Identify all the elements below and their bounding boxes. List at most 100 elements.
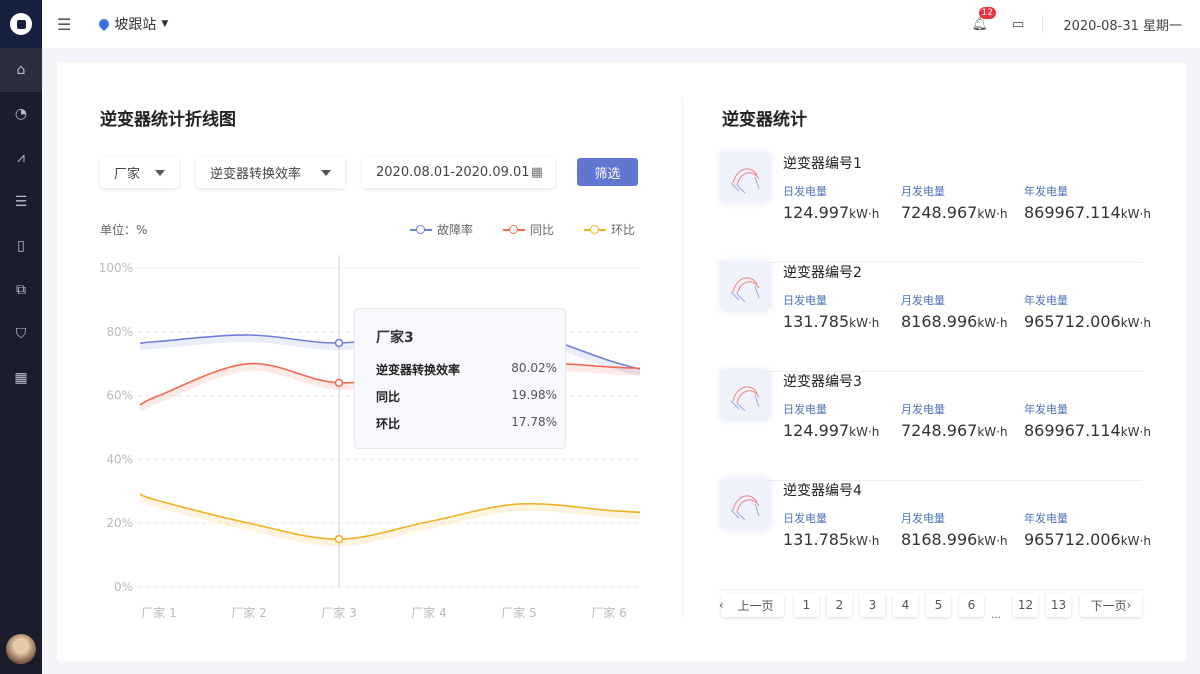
- data-point[interactable]: [334, 534, 344, 544]
- legend-marker: [584, 225, 606, 234]
- sidebar-item-shapes[interactable]: ⧉: [0, 268, 42, 312]
- energy-label: 年发电量: [1024, 294, 1068, 307]
- tooltip-row: 逆变器转换效率 80.02%: [376, 361, 557, 388]
- date-range-input[interactable]: 2020.08.01-2020.09.01 ▦: [362, 157, 555, 188]
- energy-unit: kW·h: [849, 207, 880, 221]
- divider: [1042, 15, 1044, 33]
- page-button[interactable]: 13: [1046, 593, 1071, 617]
- day-energy: 日发电量 124.997kW·h: [783, 401, 879, 440]
- chart-tooltip: 厂家3 逆变器转换效率 80.02% 同比 19.98% 环比 17.78%: [354, 308, 566, 449]
- divider: [682, 99, 683, 619]
- month-energy: 月发电量 8168.996kW·h: [901, 292, 1008, 331]
- y-tick-label: 20%: [106, 516, 133, 530]
- next-label: 下一页: [1090, 598, 1127, 613]
- y-tick-label: 60%: [106, 389, 133, 403]
- stats-title: 逆变器统计: [722, 110, 807, 130]
- inverter-item[interactable]: 逆变器编号3 日发电量 124.997kW·h 月发电量 7248.967kW·h 年发…: [719, 371, 1151, 481]
- inverter-item[interactable]: 逆变器编号4 日发电量 131.785kW·h 月发电量 8168.996kW·h 年发…: [719, 480, 1151, 590]
- page-button[interactable]: 5: [926, 593, 951, 617]
- legend-marker: [503, 225, 525, 234]
- inverter-icon: [721, 371, 769, 419]
- energy-label: 日发电量: [783, 512, 827, 525]
- tooltip-value: 80.02%: [511, 361, 557, 375]
- energy-unit: kW·h: [1120, 207, 1151, 221]
- tooltip-title: 厂家3: [376, 330, 414, 346]
- chart-title: 逆变器统计折线图: [100, 110, 236, 130]
- inverter-name: 逆变器编号4: [783, 483, 862, 499]
- unit-label: 单位：%: [100, 223, 148, 237]
- calendar-icon: ▦: [530, 165, 543, 180]
- shield-icon: ⛉: [15, 326, 27, 342]
- shapes-icon: ⧉: [16, 282, 26, 298]
- pie-chart-icon: ◔: [14, 106, 28, 122]
- page-button[interactable]: 2: [827, 593, 852, 617]
- page-button[interactable]: 4: [893, 593, 918, 617]
- energy-unit: kW·h: [977, 316, 1008, 330]
- caret-down-icon: ▼: [161, 19, 169, 29]
- inverter-name: 逆变器编号2: [783, 265, 862, 281]
- filter-button[interactable]: 筛选: [577, 158, 638, 186]
- sidebar-item-grid[interactable]: ▦: [0, 356, 42, 400]
- legend-item[interactable]: 环比: [584, 221, 635, 238]
- inverter-name: 逆变器编号1: [783, 156, 862, 172]
- current-date: 2020-08-31 星期一: [1063, 18, 1182, 34]
- page-button[interactable]: 12: [1013, 593, 1038, 617]
- day-energy: 日发电量 124.997kW·h: [783, 183, 879, 222]
- next-page-button[interactable]: 下一页 ›: [1080, 593, 1142, 617]
- bell-icon[interactable]: 🔔︎ 12: [972, 6, 996, 32]
- energy-unit: kW·h: [977, 534, 1008, 548]
- sidebar-item-pie-chart[interactable]: ◔: [0, 92, 42, 136]
- legend-item[interactable]: 同比: [503, 221, 554, 238]
- screen-icon[interactable]: ▭: [1012, 16, 1025, 32]
- inverter-icon: [721, 153, 769, 201]
- tooltip-label: 同比: [376, 390, 401, 404]
- x-tick-label: 厂家 2: [231, 605, 266, 620]
- select-value: 逆变器转换效率: [210, 167, 302, 182]
- data-point[interactable]: [334, 338, 344, 348]
- year-energy: 年发电量 965712.006kW·h: [1024, 510, 1151, 549]
- sidebar-item-shield[interactable]: ⛉: [0, 312, 42, 356]
- energy-label: 月发电量: [901, 403, 945, 416]
- page-button[interactable]: 1: [794, 593, 819, 617]
- avatar[interactable]: [6, 634, 36, 664]
- year-energy: 年发电量 869967.114kW·h: [1024, 183, 1151, 222]
- tooltip-row: 环比 17.78%: [376, 415, 557, 442]
- inverter-icon: [721, 480, 769, 528]
- sidebar-item-list-search[interactable]: ☰: [0, 180, 42, 224]
- energy-value: 965712.006: [1024, 530, 1121, 549]
- energy-label: 日发电量: [783, 403, 827, 416]
- energy-unit: kW·h: [977, 207, 1008, 221]
- tooltip-value: 17.78%: [511, 415, 557, 429]
- sidebar-item-dashboard[interactable]: ▯: [0, 224, 42, 268]
- energy-unit: kW·h: [1120, 316, 1151, 330]
- station-select[interactable]: 坡跟站 ▼: [97, 14, 169, 34]
- x-tick-label: 厂家 6: [591, 605, 626, 620]
- tooltip-value: 19.98%: [511, 388, 557, 402]
- list-search-icon: ☰: [14, 194, 28, 210]
- sidebar-item-home[interactable]: ⌂: [0, 48, 42, 92]
- chevron-right-icon: ›: [1126, 598, 1132, 612]
- prev-page-button[interactable]: ‹ 上一页: [719, 593, 784, 617]
- date-range-value: 2020.08.01-2020.09.01: [376, 165, 530, 180]
- menu-collapse-icon[interactable]: ☰: [57, 14, 72, 34]
- page-button[interactable]: 6: [959, 593, 984, 617]
- legend-item[interactable]: 故障率: [410, 221, 473, 238]
- location-pin-icon: [97, 16, 112, 32]
- notification-badge: 12: [978, 6, 996, 19]
- energy-label: 月发电量: [901, 185, 945, 198]
- energy-value: 869967.114: [1024, 421, 1121, 440]
- series-line: [139, 493, 641, 540]
- tooltip-label: 逆变器转换效率: [376, 363, 461, 377]
- inverter-item[interactable]: 逆变器编号1 日发电量 124.997kW·h 月发电量 7248.967kW·h 年发…: [719, 153, 1151, 263]
- y-tick-label: 100%: [99, 261, 133, 275]
- month-energy: 月发电量 7248.967kW·h: [901, 183, 1008, 222]
- day-energy: 日发电量 131.785kW·h: [783, 292, 879, 331]
- inverter-item[interactable]: 逆变器编号2 日发电量 131.785kW·h 月发电量 8168.996kW·h 年发…: [719, 262, 1151, 372]
- page-button[interactable]: 3: [860, 593, 885, 617]
- sidebar: ⌂ ◔ ⩘ ☰ ▯ ⧉ ⛉ ▦: [0, 0, 42, 674]
- manufacturer-select[interactable]: 厂家: [100, 157, 179, 188]
- data-point[interactable]: [334, 378, 344, 388]
- prev-label: 上一页: [737, 598, 774, 613]
- sidebar-item-line-chart[interactable]: ⩘: [0, 136, 42, 180]
- metric-select[interactable]: 逆变器转换效率: [196, 157, 345, 188]
